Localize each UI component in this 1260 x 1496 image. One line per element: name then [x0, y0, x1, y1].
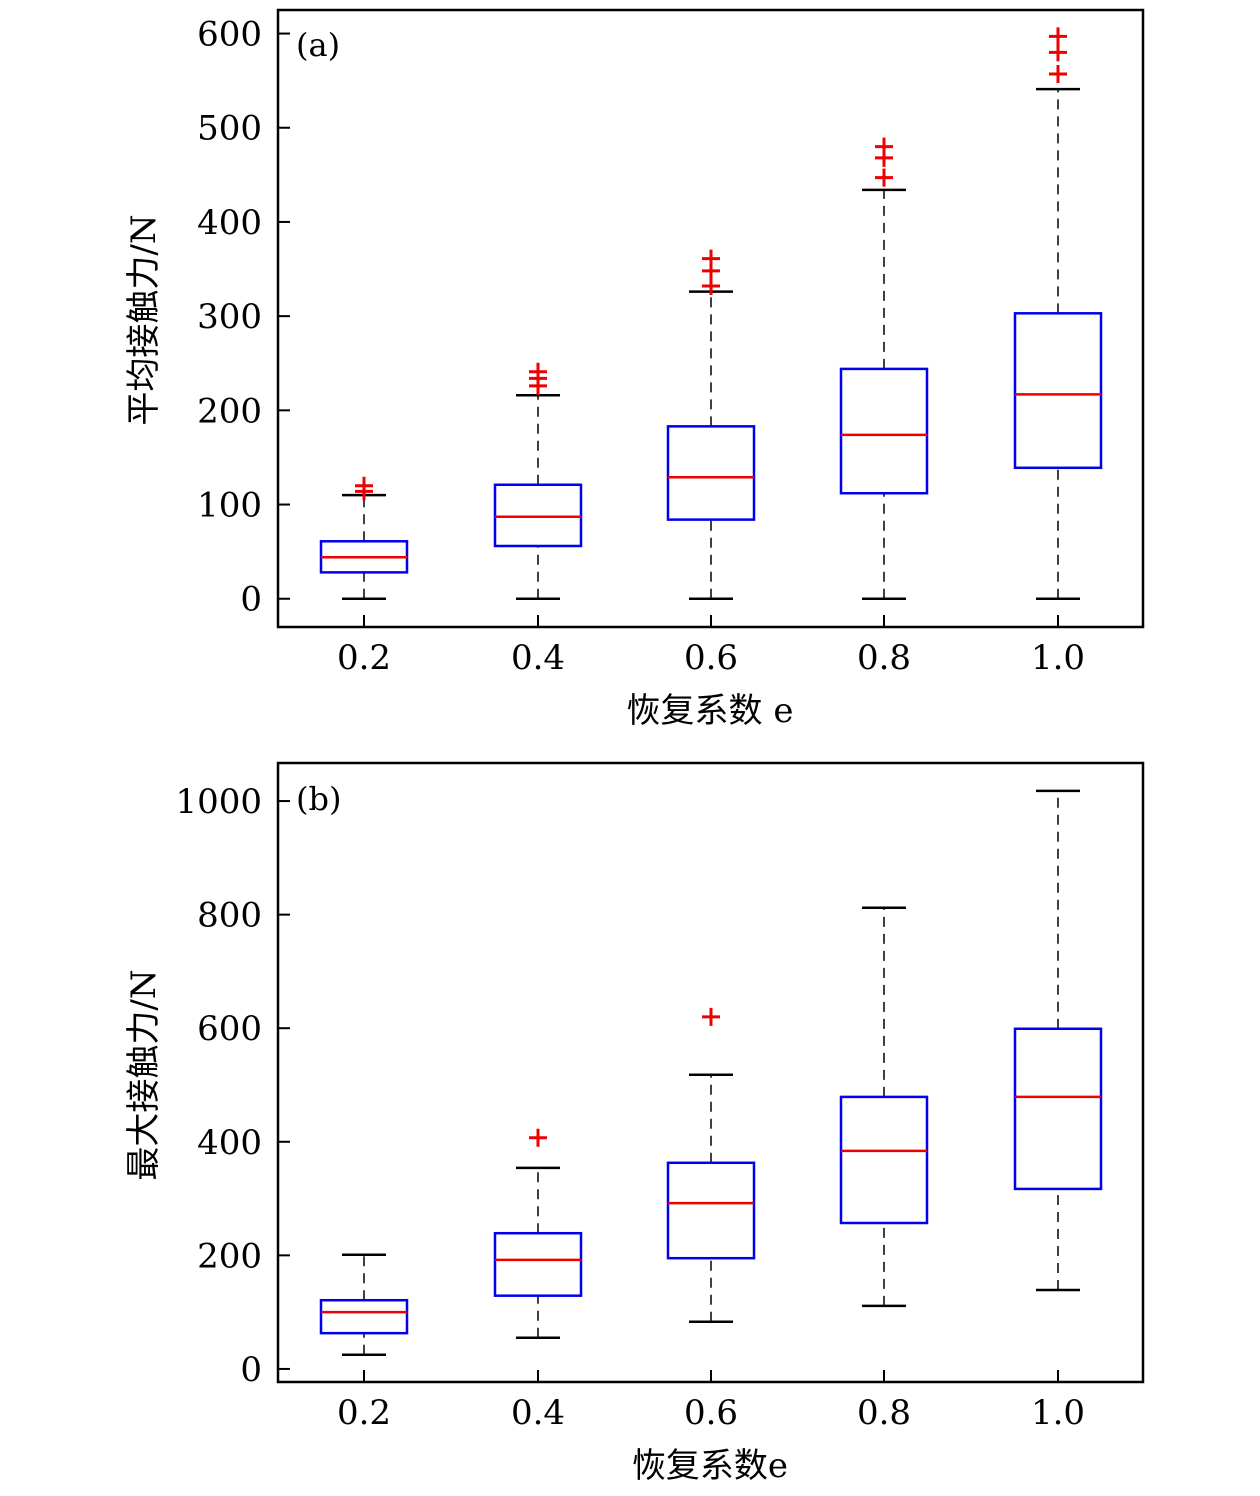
x-axis-label-b: 恢复系数e [632, 1446, 788, 1486]
x-tick-label: 0.4 [511, 1393, 565, 1433]
y-tick-label: 500 [197, 109, 262, 149]
x-tick-label: 1.0 [1031, 638, 1085, 678]
y-tick-label: 600 [197, 15, 262, 55]
y-tick-label: 800 [197, 896, 262, 936]
box-iqr [1013, 1027, 1103, 1191]
box-iqr [493, 1231, 583, 1297]
outlier-marker [875, 168, 893, 187]
y-tick-label: 200 [197, 1236, 262, 1276]
y-tick-label: 0 [240, 1350, 262, 1390]
x-tick-label: 0.2 [337, 638, 391, 678]
x-tick-label: 1.0 [1031, 1393, 1085, 1433]
y-tick-label: 400 [197, 1123, 262, 1163]
panel-a: (a) 恢复系数 e 平均接触力/N 0 100 200 300 400 500 600 0.… [124, 8, 1145, 731]
outlier-marker [702, 249, 720, 268]
outlier-marker [1049, 65, 1067, 84]
outlier-marker [1049, 43, 1067, 62]
outlier-marker [875, 137, 893, 156]
y-axis-label-a: 平均接触力/N [124, 214, 164, 425]
x-tick-label: 0.6 [684, 1393, 738, 1433]
outlier-marker [1049, 27, 1067, 46]
panel-label-a: (a) [296, 26, 340, 64]
box-iqr [319, 1298, 409, 1335]
x-tick-label: 0.4 [511, 638, 565, 678]
box-iqr [839, 367, 929, 495]
y-tick-label: 300 [197, 297, 262, 337]
box-iqr [1013, 312, 1103, 470]
y-tick-label: 600 [197, 1009, 262, 1049]
y-tick-label: 100 [197, 486, 262, 526]
x-tick-label: 0.2 [337, 1393, 391, 1433]
box-iqr [839, 1095, 929, 1225]
y-axis-label-b: 最大接触力/N [124, 969, 164, 1180]
x-tick-label: 0.8 [857, 1393, 911, 1433]
box-iqr [493, 483, 583, 548]
x-tick-label: 0.8 [857, 638, 911, 678]
x-tick-label: 0.6 [684, 638, 738, 678]
outlier-marker [529, 1128, 547, 1147]
box-iqr [666, 1161, 756, 1260]
outlier-marker [702, 277, 720, 296]
x-axis-label-a: 恢复系数 e [627, 691, 794, 731]
y-tick-label: 0 [240, 580, 262, 620]
panel-b: (b) 恢复系数e 最大接触力/N 0 200 400 600 800 1000 0.2 0.… [124, 761, 1145, 1486]
outlier-marker [702, 1007, 720, 1026]
y-tick-label: 400 [197, 203, 262, 243]
y-tick-label: 1000 [175, 782, 262, 822]
panel-label-b: (b) [296, 780, 341, 818]
y-tick-label: 200 [197, 391, 262, 431]
outlier-marker [529, 362, 547, 381]
plot-frame-b [276, 761, 1145, 1384]
box-iqr [666, 425, 756, 521]
outlier-marker [355, 476, 373, 495]
